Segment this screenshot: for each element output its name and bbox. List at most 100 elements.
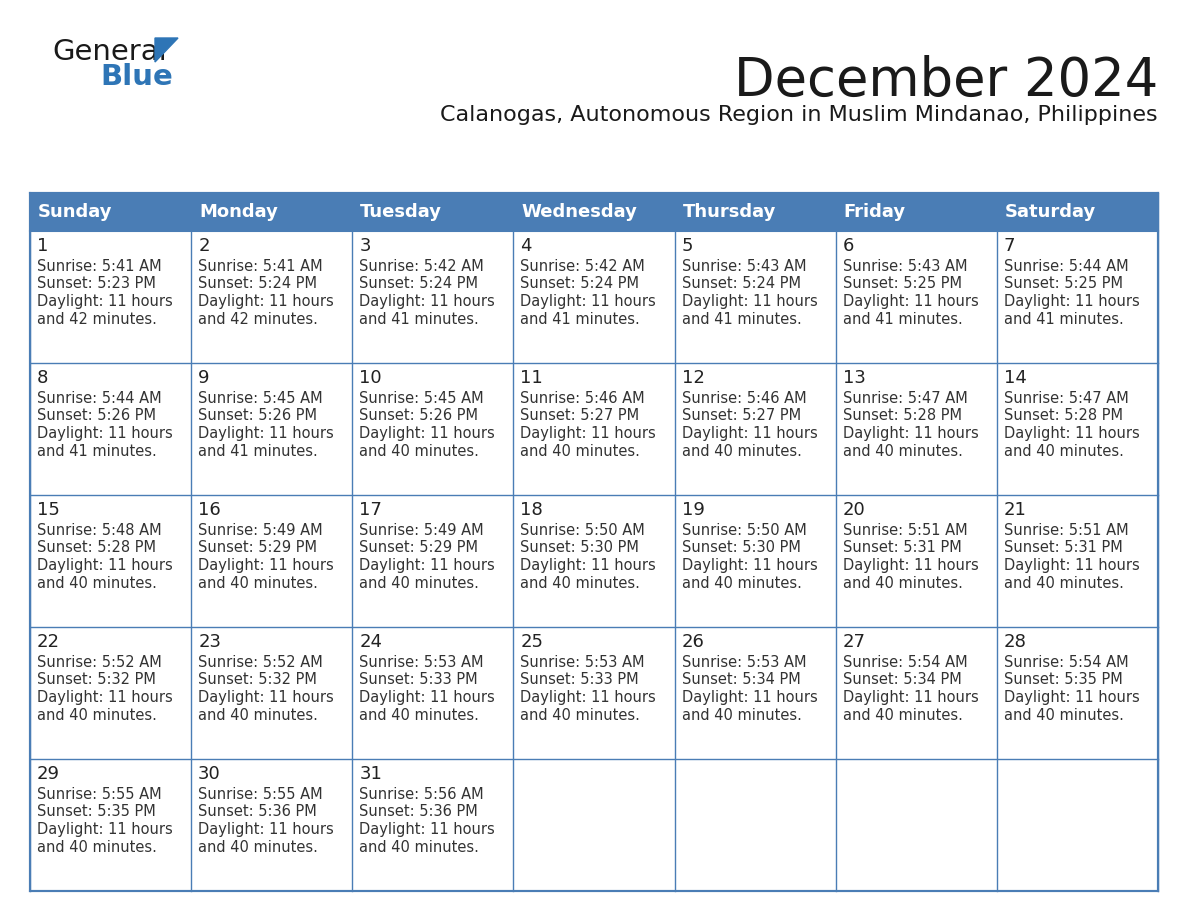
Text: Sunrise: 5:41 AM: Sunrise: 5:41 AM (37, 259, 162, 274)
Text: Daylight: 11 hours: Daylight: 11 hours (359, 822, 495, 837)
Text: Sunset: 5:23 PM: Sunset: 5:23 PM (37, 276, 156, 292)
Bar (30, 495, 191, 627)
Text: Sunset: 5:24 PM: Sunset: 5:24 PM (520, 276, 639, 292)
Text: Sunset: 5:33 PM: Sunset: 5:33 PM (359, 673, 478, 688)
Text: 13: 13 (842, 369, 866, 387)
Text: and 40 minutes.: and 40 minutes. (37, 708, 157, 722)
Bar (675, 231, 835, 363)
Text: and 40 minutes.: and 40 minutes. (359, 443, 479, 458)
Bar (30, 193, 191, 231)
Text: Sunrise: 5:49 AM: Sunrise: 5:49 AM (359, 523, 484, 538)
Text: Sunset: 5:29 PM: Sunset: 5:29 PM (198, 541, 317, 555)
Text: and 41 minutes.: and 41 minutes. (682, 311, 802, 327)
Text: 18: 18 (520, 501, 543, 519)
Bar (30, 193, 1158, 891)
Bar (675, 495, 835, 627)
Text: Daylight: 11 hours: Daylight: 11 hours (1004, 426, 1139, 441)
Text: Daylight: 11 hours: Daylight: 11 hours (682, 690, 817, 705)
Text: Calanogas, Autonomous Region in Muslim Mindanao, Philippines: Calanogas, Autonomous Region in Muslim M… (441, 105, 1158, 125)
Text: Sunrise: 5:49 AM: Sunrise: 5:49 AM (198, 523, 323, 538)
Text: 24: 24 (359, 633, 383, 651)
Bar (191, 627, 353, 759)
Text: and 41 minutes.: and 41 minutes. (37, 443, 157, 458)
Text: 7: 7 (1004, 237, 1016, 255)
Text: 30: 30 (198, 765, 221, 783)
Text: Sunset: 5:24 PM: Sunset: 5:24 PM (359, 276, 479, 292)
Text: Daylight: 11 hours: Daylight: 11 hours (198, 690, 334, 705)
Bar (513, 627, 675, 759)
Text: Daylight: 11 hours: Daylight: 11 hours (37, 294, 172, 309)
Text: Daylight: 11 hours: Daylight: 11 hours (1004, 294, 1139, 309)
Text: 16: 16 (198, 501, 221, 519)
Bar (513, 495, 675, 627)
Text: Blue: Blue (100, 63, 172, 91)
Text: Sunrise: 5:43 AM: Sunrise: 5:43 AM (842, 259, 967, 274)
Text: 1: 1 (37, 237, 49, 255)
Bar (191, 495, 353, 627)
Bar (191, 193, 353, 231)
Text: 6: 6 (842, 237, 854, 255)
Bar (353, 495, 513, 627)
Text: Sunrise: 5:53 AM: Sunrise: 5:53 AM (359, 655, 484, 670)
Text: 2: 2 (198, 237, 209, 255)
Text: and 40 minutes.: and 40 minutes. (842, 443, 962, 458)
Text: and 40 minutes.: and 40 minutes. (359, 576, 479, 590)
Text: and 40 minutes.: and 40 minutes. (682, 443, 802, 458)
Text: 5: 5 (682, 237, 693, 255)
Bar (353, 193, 513, 231)
Text: Sunrise: 5:55 AM: Sunrise: 5:55 AM (37, 787, 162, 802)
Text: Sunrise: 5:52 AM: Sunrise: 5:52 AM (198, 655, 323, 670)
Text: 9: 9 (198, 369, 209, 387)
Text: Sunset: 5:24 PM: Sunset: 5:24 PM (198, 276, 317, 292)
Text: Daylight: 11 hours: Daylight: 11 hours (520, 690, 656, 705)
Text: and 41 minutes.: and 41 minutes. (842, 311, 962, 327)
Text: Sunset: 5:31 PM: Sunset: 5:31 PM (1004, 541, 1123, 555)
Text: and 41 minutes.: and 41 minutes. (359, 311, 479, 327)
Text: Daylight: 11 hours: Daylight: 11 hours (198, 822, 334, 837)
Text: Daylight: 11 hours: Daylight: 11 hours (682, 558, 817, 573)
Text: 17: 17 (359, 501, 383, 519)
Text: Daylight: 11 hours: Daylight: 11 hours (198, 294, 334, 309)
Text: Sunset: 5:32 PM: Sunset: 5:32 PM (37, 673, 156, 688)
Text: Daylight: 11 hours: Daylight: 11 hours (359, 690, 495, 705)
Text: Daylight: 11 hours: Daylight: 11 hours (359, 426, 495, 441)
Text: Sunrise: 5:41 AM: Sunrise: 5:41 AM (198, 259, 323, 274)
Text: Daylight: 11 hours: Daylight: 11 hours (520, 426, 656, 441)
Text: 11: 11 (520, 369, 543, 387)
Text: and 40 minutes.: and 40 minutes. (198, 576, 318, 590)
Text: Sunset: 5:28 PM: Sunset: 5:28 PM (1004, 409, 1123, 423)
Text: 20: 20 (842, 501, 866, 519)
Bar (513, 231, 675, 363)
Text: 27: 27 (842, 633, 866, 651)
Text: and 41 minutes.: and 41 minutes. (1004, 311, 1124, 327)
Text: 14: 14 (1004, 369, 1026, 387)
Text: 26: 26 (682, 633, 704, 651)
Text: Sunset: 5:28 PM: Sunset: 5:28 PM (842, 409, 962, 423)
Text: 12: 12 (682, 369, 704, 387)
Bar (835, 363, 997, 495)
Text: Wednesday: Wednesday (522, 203, 637, 221)
Text: 3: 3 (359, 237, 371, 255)
Text: Sunset: 5:33 PM: Sunset: 5:33 PM (520, 673, 639, 688)
Bar (675, 363, 835, 495)
Bar (353, 759, 513, 891)
Text: Sunday: Sunday (38, 203, 113, 221)
Text: and 40 minutes.: and 40 minutes. (520, 708, 640, 722)
Text: Sunrise: 5:42 AM: Sunrise: 5:42 AM (520, 259, 645, 274)
Text: and 40 minutes.: and 40 minutes. (37, 576, 157, 590)
Bar (191, 363, 353, 495)
Text: Sunset: 5:25 PM: Sunset: 5:25 PM (1004, 276, 1123, 292)
Text: Sunrise: 5:46 AM: Sunrise: 5:46 AM (520, 391, 645, 406)
Text: 29: 29 (37, 765, 61, 783)
Text: Sunrise: 5:50 AM: Sunrise: 5:50 AM (682, 523, 807, 538)
Text: Daylight: 11 hours: Daylight: 11 hours (682, 426, 817, 441)
Text: Sunrise: 5:47 AM: Sunrise: 5:47 AM (842, 391, 967, 406)
Text: Daylight: 11 hours: Daylight: 11 hours (37, 558, 172, 573)
Text: and 40 minutes.: and 40 minutes. (520, 443, 640, 458)
Text: Daylight: 11 hours: Daylight: 11 hours (1004, 690, 1139, 705)
Text: Sunset: 5:28 PM: Sunset: 5:28 PM (37, 541, 156, 555)
Bar (353, 363, 513, 495)
Text: Daylight: 11 hours: Daylight: 11 hours (520, 294, 656, 309)
Text: Daylight: 11 hours: Daylight: 11 hours (37, 822, 172, 837)
Bar (513, 193, 675, 231)
